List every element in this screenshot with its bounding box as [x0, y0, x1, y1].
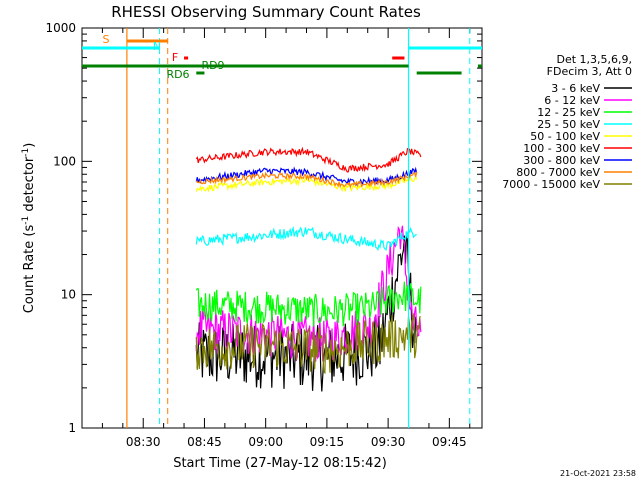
ylabel-sup2: -1: [21, 148, 31, 157]
y-tick-label: 100: [53, 154, 76, 168]
chart-title: RHESSI Observing Summary Count Rates: [111, 3, 421, 21]
series-line-2: [195, 225, 422, 362]
flag-label-s: S: [103, 33, 110, 46]
y-tick-label: 1: [68, 421, 76, 435]
legend-entry-label: 3 - 6 keV: [551, 82, 600, 95]
legend-entry-label: 800 - 7000 keV: [516, 166, 600, 179]
legend-entry-label: 25 - 50 keV: [537, 118, 600, 131]
x-tick-label: 09:45: [432, 435, 467, 449]
series-line-4: [195, 225, 417, 251]
flags: S NF RD9 RD6: [82, 28, 482, 428]
plot-frame: [81, 27, 483, 429]
x-tick-label: 08:30: [126, 435, 161, 449]
legend-entry-label: 50 - 100 keV: [530, 130, 600, 143]
x-tick-label: 09:15: [310, 435, 345, 449]
x-ticks: 08:30 08:45 09:00 09:15 09:30 09:45: [101, 28, 471, 449]
x-tick-label: 09:00: [248, 435, 283, 449]
series-line-6: [195, 146, 422, 173]
legend-entry-label: 100 - 300 keV: [523, 142, 600, 155]
flag-label-f: F: [172, 51, 178, 64]
flag-label-n: N: [153, 40, 161, 53]
series-line-8: [195, 171, 418, 189]
flag-label-rd9: RD9: [201, 59, 224, 72]
legend-entry-label: 12 - 25 keV: [537, 106, 600, 119]
x-tick-label: 08:45: [187, 435, 222, 449]
series-line-7: [195, 166, 418, 186]
ylabel-mid: detector: [22, 156, 37, 216]
ylabel-sup1: -1: [21, 216, 31, 225]
plot-area: [81, 27, 483, 429]
svg-text:Count Rate (s-1 detector-1): Count Rate (s-1 detector-1): [21, 143, 37, 314]
series-line-3: [195, 281, 422, 327]
ylabel-pre: Count Rate (s: [22, 225, 37, 314]
flag-label-rd6: RD6: [166, 68, 189, 81]
x-axis-label: Start Time (27-May-12 08:15:42): [173, 456, 387, 471]
y-ticks: 1 10 100 1000: [45, 21, 482, 435]
legend: Det 1,3,5,6,9,FDecim 3, Att 0 3 - 6 keV6 …: [502, 53, 632, 191]
legend-header: Det 1,3,5,6,9,: [556, 53, 632, 66]
series-line-9: [195, 313, 421, 375]
ylabel-post: ): [22, 143, 37, 148]
legend-entry-label: 300 - 800 keV: [523, 154, 600, 167]
y-tick-label: 10: [61, 288, 76, 302]
timestamp: 21-Oct-2021 23:58: [560, 469, 636, 478]
legend-entry-label: 6 - 12 keV: [544, 94, 600, 107]
legend-header: FDecim 3, Att 0: [547, 65, 632, 78]
x-tick-label: 09:30: [371, 435, 406, 449]
y-tick-label: 1000: [45, 21, 76, 35]
legend-entry-label: 7000 - 15000 keV: [502, 178, 600, 191]
y-axis-label: Count Rate (s-1 detector-1): [21, 143, 37, 314]
